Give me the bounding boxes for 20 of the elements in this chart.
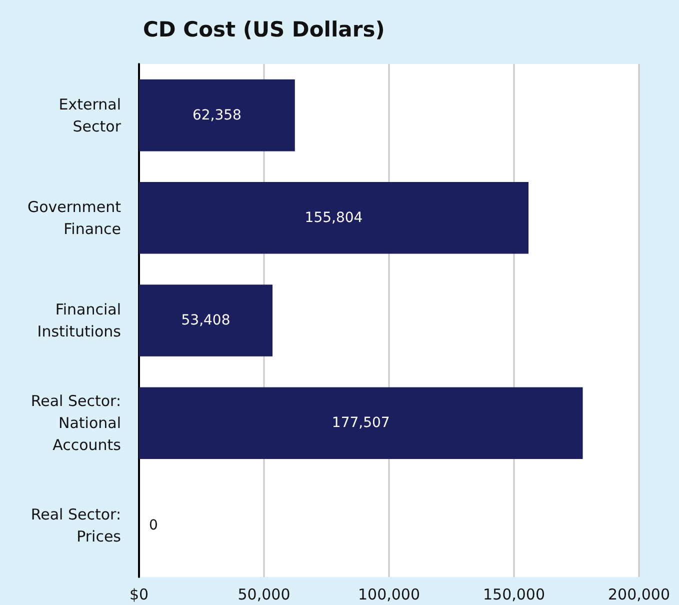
bar [139, 182, 529, 254]
x-tick-label: 100,000 [358, 586, 420, 604]
bar [139, 387, 583, 460]
data-label: 53,408 [181, 312, 230, 328]
y-tick-label: External Sector [58, 95, 122, 136]
y-tick-label: Real Sector: National Accounts [30, 392, 122, 454]
x-tick-label: 150,000 [482, 586, 546, 604]
data-label: 62,358 [192, 107, 242, 124]
data-label: 177,507 [332, 415, 390, 432]
y-tick-label: Real Sector: Prices [30, 506, 122, 546]
bar [139, 284, 273, 356]
y-tick-label: Financial Institutions [37, 300, 122, 340]
x-tick-label: 200,000 [608, 586, 670, 604]
data-label: 0 [149, 518, 158, 534]
data-label: 155,804 [304, 210, 363, 226]
x-tick-label: 50,000 [238, 586, 290, 604]
chart-title: CD Cost (US Dollars) [143, 18, 385, 42]
y-tick-label: Government Finance [27, 198, 122, 238]
bar [139, 79, 295, 152]
x-tick-label: $0 [129, 586, 149, 604]
